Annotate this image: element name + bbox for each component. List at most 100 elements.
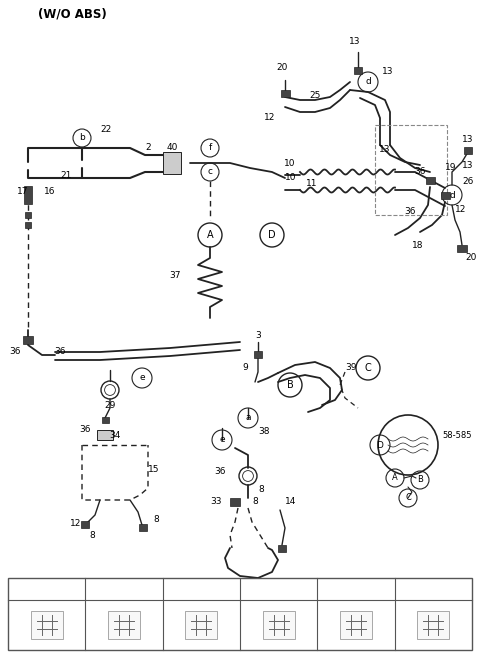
Text: 11: 11 bbox=[306, 179, 318, 187]
Text: 38: 38 bbox=[258, 428, 269, 436]
Text: b: b bbox=[95, 584, 100, 593]
Text: 13: 13 bbox=[462, 160, 473, 170]
Bar bbox=[278, 544, 286, 552]
Text: 33: 33 bbox=[211, 498, 222, 506]
Text: 7: 7 bbox=[284, 637, 289, 645]
Text: 6: 6 bbox=[270, 584, 276, 594]
Bar bbox=[464, 147, 472, 153]
Text: B: B bbox=[417, 476, 423, 485]
Text: 13: 13 bbox=[349, 37, 361, 47]
Text: 17: 17 bbox=[16, 187, 28, 196]
Text: 1: 1 bbox=[38, 584, 44, 594]
Text: 8: 8 bbox=[258, 485, 264, 495]
Text: 36: 36 bbox=[54, 348, 66, 356]
Text: 8: 8 bbox=[245, 586, 251, 595]
Bar bbox=[8, 578, 472, 650]
Text: 8: 8 bbox=[252, 498, 258, 506]
Text: 9: 9 bbox=[242, 364, 248, 373]
Bar bbox=[25, 212, 31, 218]
Text: f: f bbox=[405, 584, 408, 593]
Bar bbox=[23, 336, 33, 344]
Bar bbox=[354, 67, 362, 73]
Text: 21: 21 bbox=[60, 170, 72, 179]
Text: (W/O ABS): (W/O ABS) bbox=[38, 7, 107, 20]
Text: 40: 40 bbox=[166, 143, 178, 153]
Bar bbox=[101, 417, 108, 423]
Text: 13: 13 bbox=[382, 67, 394, 77]
Text: 26: 26 bbox=[462, 178, 473, 187]
Text: 2: 2 bbox=[145, 143, 151, 153]
Text: e: e bbox=[219, 436, 225, 445]
Text: 36: 36 bbox=[414, 168, 426, 176]
Bar bbox=[254, 350, 262, 358]
Text: 37: 37 bbox=[169, 271, 181, 280]
Bar bbox=[31, 611, 63, 639]
Bar bbox=[163, 152, 181, 174]
Text: e: e bbox=[327, 584, 332, 593]
Text: c: c bbox=[207, 168, 213, 176]
Text: 36: 36 bbox=[79, 426, 91, 434]
Text: 20: 20 bbox=[276, 64, 288, 73]
Text: 36: 36 bbox=[9, 348, 21, 356]
Bar bbox=[139, 523, 147, 531]
Text: a: a bbox=[18, 584, 23, 593]
Text: A: A bbox=[392, 474, 398, 483]
Text: a: a bbox=[245, 413, 251, 422]
Text: 18: 18 bbox=[412, 240, 424, 250]
Bar bbox=[230, 498, 240, 506]
Text: 4: 4 bbox=[115, 584, 121, 594]
Text: e: e bbox=[139, 373, 145, 383]
Text: D: D bbox=[377, 441, 384, 449]
Text: 5: 5 bbox=[192, 584, 199, 594]
Text: 15: 15 bbox=[148, 466, 159, 474]
Text: 14: 14 bbox=[285, 498, 296, 506]
Bar bbox=[25, 222, 31, 228]
Text: 29: 29 bbox=[104, 400, 116, 409]
Text: 34: 34 bbox=[109, 430, 120, 440]
Bar bbox=[375, 125, 447, 215]
Text: 3: 3 bbox=[255, 331, 261, 339]
Text: 22: 22 bbox=[100, 126, 111, 134]
Text: 10: 10 bbox=[285, 174, 297, 183]
Text: 36: 36 bbox=[214, 468, 226, 476]
Text: C: C bbox=[405, 493, 411, 502]
Bar bbox=[340, 611, 372, 639]
Bar bbox=[441, 191, 449, 198]
Bar bbox=[263, 611, 295, 639]
Text: 32: 32 bbox=[348, 584, 360, 594]
Bar bbox=[24, 186, 32, 204]
Text: d: d bbox=[449, 191, 455, 200]
Text: 20: 20 bbox=[465, 253, 476, 263]
Text: 8: 8 bbox=[153, 515, 159, 525]
Text: 36: 36 bbox=[404, 208, 416, 217]
Text: 58-585: 58-585 bbox=[442, 430, 471, 440]
Bar bbox=[457, 244, 467, 252]
Text: 12: 12 bbox=[70, 519, 82, 529]
Text: 35: 35 bbox=[425, 584, 437, 594]
Text: 25: 25 bbox=[309, 90, 321, 100]
Bar bbox=[417, 611, 449, 639]
Bar bbox=[280, 90, 289, 96]
Text: d: d bbox=[250, 584, 254, 593]
Text: c: c bbox=[173, 584, 177, 593]
Bar bbox=[185, 611, 217, 639]
Text: C: C bbox=[365, 363, 372, 373]
Bar bbox=[81, 521, 89, 527]
Text: 13: 13 bbox=[462, 136, 474, 145]
Text: B: B bbox=[287, 380, 293, 390]
Text: 10: 10 bbox=[284, 159, 296, 168]
Text: D: D bbox=[268, 230, 276, 240]
Bar bbox=[108, 611, 140, 639]
Text: A: A bbox=[207, 230, 213, 240]
Text: 13: 13 bbox=[379, 145, 391, 155]
Text: 12: 12 bbox=[265, 586, 276, 595]
Text: 39: 39 bbox=[345, 364, 357, 373]
Text: b: b bbox=[79, 134, 85, 143]
Text: 8: 8 bbox=[89, 531, 95, 540]
Text: f: f bbox=[208, 143, 212, 153]
Text: 12: 12 bbox=[264, 113, 276, 122]
Bar bbox=[425, 176, 434, 183]
Bar bbox=[97, 430, 113, 440]
Text: d: d bbox=[365, 77, 371, 86]
Text: 16: 16 bbox=[44, 187, 56, 196]
